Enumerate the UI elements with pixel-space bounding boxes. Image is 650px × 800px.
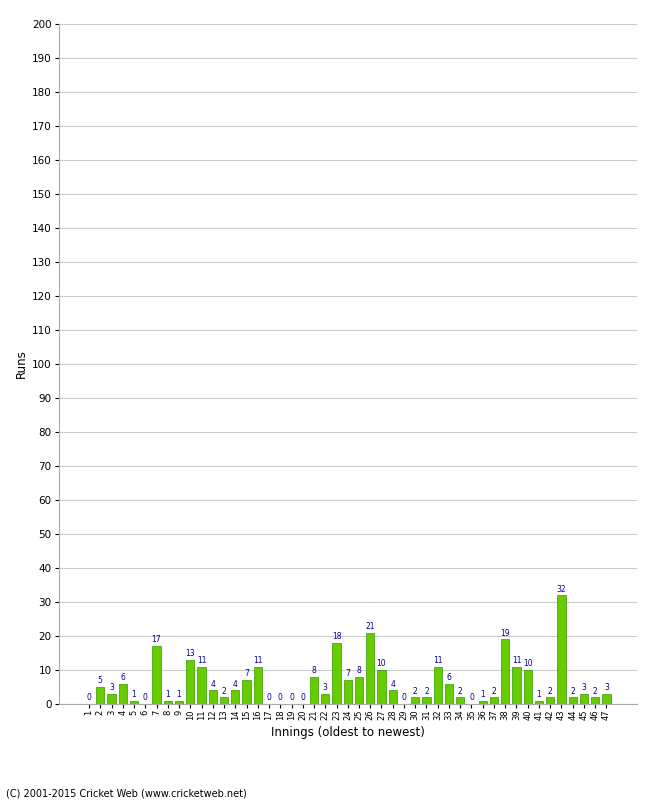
Bar bbox=[501, 639, 510, 704]
Text: 32: 32 bbox=[556, 585, 566, 594]
Text: 4: 4 bbox=[233, 680, 238, 689]
Text: 3: 3 bbox=[323, 683, 328, 692]
Text: 11: 11 bbox=[512, 656, 521, 665]
Bar bbox=[130, 701, 138, 704]
Bar bbox=[512, 666, 521, 704]
Text: (C) 2001-2015 Cricket Web (www.cricketweb.net): (C) 2001-2015 Cricket Web (www.cricketwe… bbox=[6, 788, 247, 798]
Bar bbox=[434, 666, 442, 704]
Text: 1: 1 bbox=[132, 690, 136, 699]
Text: 19: 19 bbox=[500, 629, 510, 638]
Text: 10: 10 bbox=[523, 659, 532, 668]
Text: 2: 2 bbox=[413, 686, 417, 695]
Text: 13: 13 bbox=[185, 649, 195, 658]
Bar bbox=[107, 694, 116, 704]
Bar bbox=[523, 670, 532, 704]
Text: 2: 2 bbox=[548, 686, 552, 695]
Text: 4: 4 bbox=[211, 680, 215, 689]
Text: 18: 18 bbox=[332, 632, 341, 641]
Bar bbox=[242, 680, 251, 704]
Bar bbox=[152, 646, 161, 704]
Bar bbox=[603, 694, 611, 704]
Bar bbox=[411, 697, 419, 704]
Text: 7: 7 bbox=[244, 670, 249, 678]
Y-axis label: Runs: Runs bbox=[15, 350, 28, 378]
Text: 0: 0 bbox=[300, 694, 306, 702]
Text: 1: 1 bbox=[480, 690, 485, 699]
Text: 7: 7 bbox=[345, 670, 350, 678]
Bar bbox=[310, 677, 318, 704]
Text: 1: 1 bbox=[537, 690, 541, 699]
Text: 21: 21 bbox=[365, 622, 375, 631]
Bar bbox=[489, 697, 498, 704]
Bar bbox=[366, 633, 374, 704]
Bar bbox=[546, 697, 554, 704]
Text: 3: 3 bbox=[604, 683, 609, 692]
Bar bbox=[186, 660, 194, 704]
Text: 2: 2 bbox=[458, 686, 463, 695]
X-axis label: Innings (oldest to newest): Innings (oldest to newest) bbox=[271, 726, 424, 739]
Text: 2: 2 bbox=[593, 686, 597, 695]
Bar bbox=[456, 697, 465, 704]
Text: 1: 1 bbox=[177, 690, 181, 699]
Text: 3: 3 bbox=[109, 683, 114, 692]
Bar bbox=[231, 690, 239, 704]
Text: 3: 3 bbox=[582, 683, 586, 692]
Text: 2: 2 bbox=[424, 686, 429, 695]
Text: 0: 0 bbox=[86, 694, 92, 702]
Bar bbox=[377, 670, 385, 704]
Text: 1: 1 bbox=[165, 690, 170, 699]
Bar bbox=[321, 694, 330, 704]
Bar bbox=[254, 666, 262, 704]
Bar bbox=[209, 690, 217, 704]
Text: 6: 6 bbox=[120, 673, 125, 682]
Bar bbox=[580, 694, 588, 704]
Text: 11: 11 bbox=[253, 656, 263, 665]
Text: 6: 6 bbox=[447, 673, 452, 682]
Bar bbox=[344, 680, 352, 704]
Text: 2: 2 bbox=[570, 686, 575, 695]
Bar bbox=[355, 677, 363, 704]
Bar bbox=[389, 690, 397, 704]
Text: 11: 11 bbox=[197, 656, 206, 665]
Bar bbox=[445, 683, 453, 704]
Bar bbox=[332, 643, 341, 704]
Text: 0: 0 bbox=[143, 694, 148, 702]
Text: 8: 8 bbox=[357, 666, 361, 675]
Text: 0: 0 bbox=[278, 694, 283, 702]
Text: 0: 0 bbox=[469, 694, 474, 702]
Text: 11: 11 bbox=[433, 656, 443, 665]
Bar bbox=[557, 595, 566, 704]
Text: 10: 10 bbox=[377, 659, 386, 668]
Text: 17: 17 bbox=[151, 635, 161, 645]
Text: 0: 0 bbox=[289, 694, 294, 702]
Text: 4: 4 bbox=[390, 680, 395, 689]
Bar bbox=[220, 697, 228, 704]
Text: 2: 2 bbox=[222, 686, 226, 695]
Bar bbox=[535, 701, 543, 704]
Text: 2: 2 bbox=[491, 686, 497, 695]
Bar bbox=[118, 683, 127, 704]
Bar bbox=[175, 701, 183, 704]
Bar bbox=[198, 666, 206, 704]
Bar bbox=[591, 697, 599, 704]
Text: 0: 0 bbox=[402, 694, 406, 702]
Bar bbox=[164, 701, 172, 704]
Text: 0: 0 bbox=[266, 694, 272, 702]
Text: 8: 8 bbox=[311, 666, 317, 675]
Bar bbox=[96, 687, 105, 704]
Bar bbox=[569, 697, 577, 704]
Bar bbox=[478, 701, 487, 704]
Bar bbox=[422, 697, 431, 704]
Text: 5: 5 bbox=[98, 676, 103, 686]
